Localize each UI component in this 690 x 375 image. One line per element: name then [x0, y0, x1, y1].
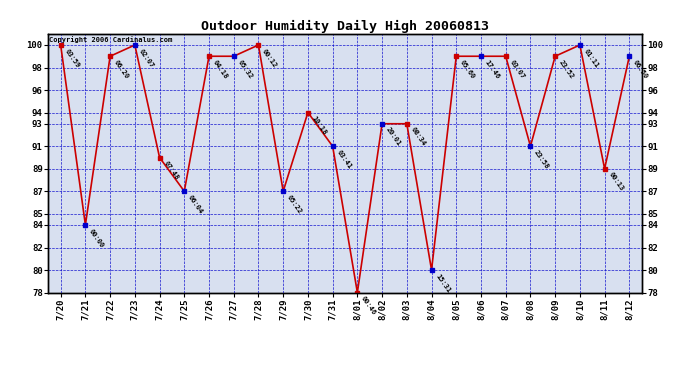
Text: 20:01: 20:01 [385, 126, 402, 147]
Text: 23:52: 23:52 [558, 59, 575, 80]
Text: 00:13: 00:13 [607, 171, 624, 192]
Text: Copyright 2006 Cardinalus.com: Copyright 2006 Cardinalus.com [50, 36, 172, 43]
Text: 00:00: 00:00 [88, 228, 106, 249]
Text: 06:20: 06:20 [113, 59, 130, 80]
Text: 05:32: 05:32 [237, 59, 254, 80]
Text: 23:58: 23:58 [533, 149, 551, 170]
Text: 03:59: 03:59 [63, 48, 81, 69]
Text: 05:22: 05:22 [286, 194, 303, 215]
Text: 07:48: 07:48 [162, 160, 179, 181]
Text: 00:46: 00:46 [360, 295, 377, 316]
Text: 01:11: 01:11 [582, 48, 600, 69]
Text: 10:18: 10:18 [310, 115, 328, 136]
Text: 06:04: 06:04 [187, 194, 204, 215]
Text: 00:12: 00:12 [262, 48, 278, 69]
Title: Outdoor Humidity Daily High 20060813: Outdoor Humidity Daily High 20060813 [201, 20, 489, 33]
Text: 17:46: 17:46 [484, 59, 501, 80]
Text: 03:07: 03:07 [509, 59, 526, 80]
Text: 02:07: 02:07 [137, 48, 155, 69]
Text: 15:31: 15:31 [434, 273, 451, 294]
Text: 04:18: 04:18 [212, 59, 229, 80]
Text: 06:50: 06:50 [632, 59, 649, 80]
Text: 03:41: 03:41 [335, 149, 353, 170]
Text: 08:34: 08:34 [410, 126, 426, 147]
Text: 05:60: 05:60 [459, 59, 476, 80]
